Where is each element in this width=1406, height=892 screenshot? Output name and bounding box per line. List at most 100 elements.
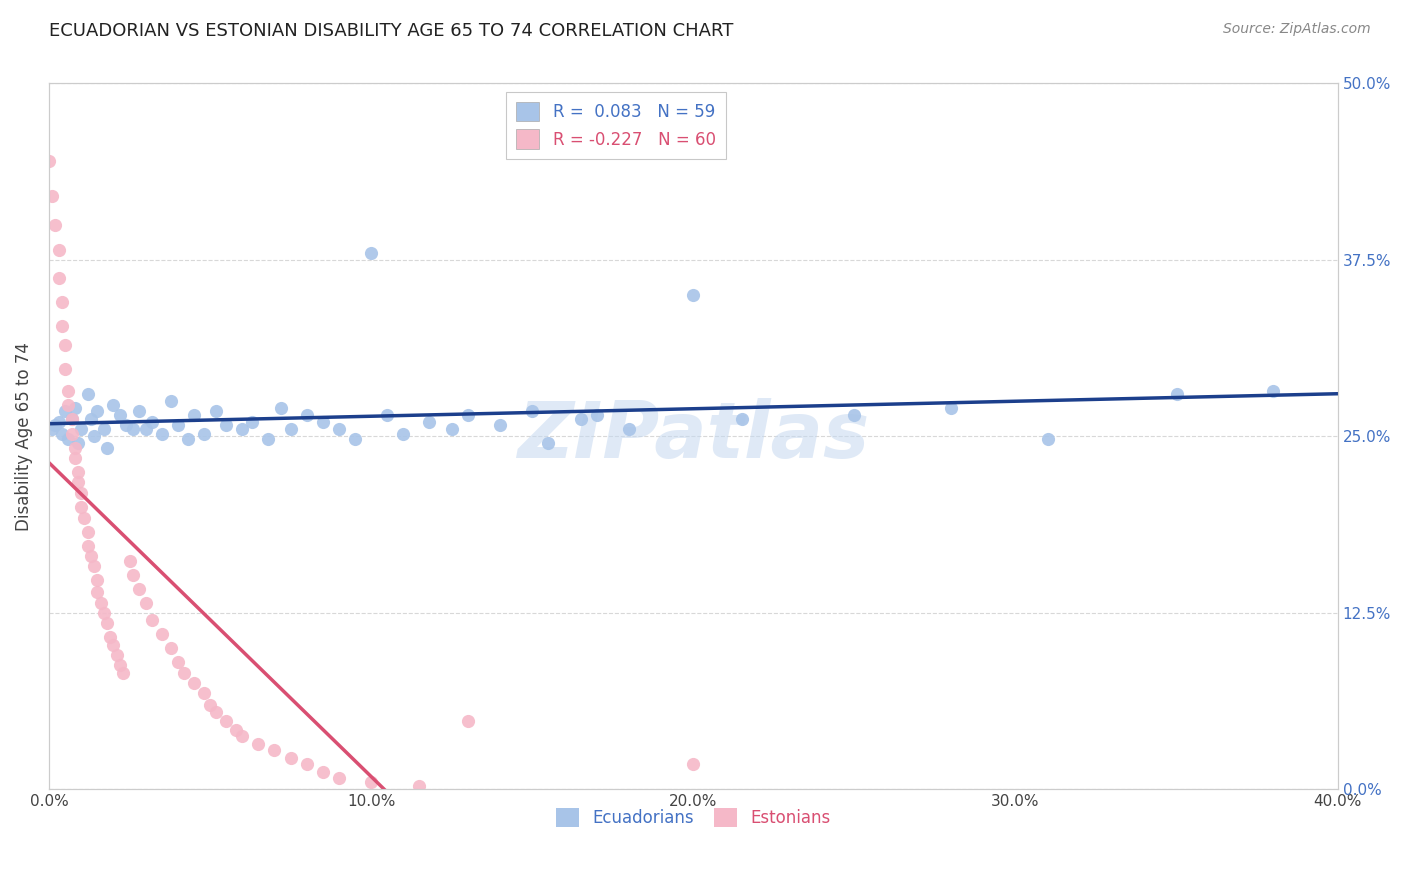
Y-axis label: Disability Age 65 to 74: Disability Age 65 to 74 — [15, 342, 32, 531]
Point — [183, 676, 205, 690]
Point — [730, 412, 752, 426]
Point — [41, 189, 63, 203]
Point — [844, 408, 866, 422]
Point — [76, 525, 98, 540]
Point — [53, 337, 76, 351]
Point — [457, 408, 479, 422]
Point — [1263, 384, 1285, 399]
Point — [215, 714, 238, 729]
Point — [60, 412, 83, 426]
Point — [48, 243, 70, 257]
Point — [312, 765, 335, 780]
Point — [48, 415, 70, 429]
Point — [135, 422, 157, 436]
Point — [135, 596, 157, 610]
Point — [418, 415, 440, 429]
Point — [128, 582, 150, 596]
Point — [112, 666, 135, 681]
Text: Source: ZipAtlas.com: Source: ZipAtlas.com — [1223, 22, 1371, 37]
Point — [121, 567, 143, 582]
Point — [1036, 432, 1059, 446]
Point — [44, 417, 66, 432]
Point — [70, 485, 93, 500]
Point — [247, 737, 270, 751]
Point — [312, 415, 335, 429]
Point — [141, 613, 163, 627]
Point — [193, 426, 215, 441]
Point — [53, 361, 76, 376]
Point — [280, 751, 302, 765]
Point — [115, 417, 138, 432]
Point — [939, 401, 962, 416]
Point — [360, 775, 382, 789]
Point — [328, 422, 350, 436]
Point — [121, 422, 143, 436]
Point — [128, 404, 150, 418]
Point — [270, 401, 292, 416]
Point — [38, 154, 60, 169]
Point — [70, 500, 93, 514]
Point — [489, 417, 512, 432]
Point — [63, 450, 86, 465]
Point — [66, 465, 89, 479]
Point — [440, 422, 463, 436]
Point — [93, 422, 115, 436]
Point — [240, 415, 263, 429]
Point — [205, 705, 228, 719]
Point — [93, 606, 115, 620]
Point — [392, 426, 415, 441]
Point — [176, 432, 198, 446]
Point — [231, 422, 253, 436]
Point — [83, 559, 105, 574]
Point — [96, 615, 118, 630]
Point — [215, 417, 238, 432]
Point — [86, 574, 108, 588]
Point — [408, 780, 430, 794]
Point — [375, 408, 398, 422]
Point — [70, 422, 93, 436]
Point — [118, 553, 141, 567]
Point — [98, 630, 121, 644]
Point — [60, 412, 83, 426]
Point — [41, 422, 63, 436]
Point — [48, 271, 70, 285]
Point — [80, 549, 103, 564]
Point — [682, 756, 704, 771]
Point — [193, 686, 215, 700]
Point — [569, 412, 592, 426]
Point — [80, 412, 103, 426]
Point — [173, 666, 195, 681]
Point — [150, 627, 173, 641]
Point — [83, 429, 105, 443]
Point — [44, 218, 66, 232]
Point — [1166, 387, 1188, 401]
Point — [103, 638, 125, 652]
Point — [150, 426, 173, 441]
Point — [205, 404, 228, 418]
Point — [105, 648, 128, 662]
Point — [103, 398, 125, 412]
Point — [280, 422, 302, 436]
Point — [76, 540, 98, 554]
Text: ZIPatlas: ZIPatlas — [517, 399, 869, 475]
Point — [360, 245, 382, 260]
Point — [108, 408, 131, 422]
Point — [257, 432, 280, 446]
Point — [63, 441, 86, 455]
Point — [295, 756, 318, 771]
Point — [295, 408, 318, 422]
Point — [328, 771, 350, 785]
Point — [166, 417, 188, 432]
Point — [522, 404, 544, 418]
Point — [96, 441, 118, 455]
Point — [51, 319, 73, 334]
Point — [585, 408, 607, 422]
Point — [537, 436, 560, 450]
Point — [108, 658, 131, 673]
Point — [63, 401, 86, 416]
Point — [183, 408, 205, 422]
Point — [76, 387, 98, 401]
Point — [160, 641, 183, 656]
Point — [457, 714, 479, 729]
Text: ECUADORIAN VS ESTONIAN DISABILITY AGE 65 TO 74 CORRELATION CHART: ECUADORIAN VS ESTONIAN DISABILITY AGE 65… — [49, 22, 734, 40]
